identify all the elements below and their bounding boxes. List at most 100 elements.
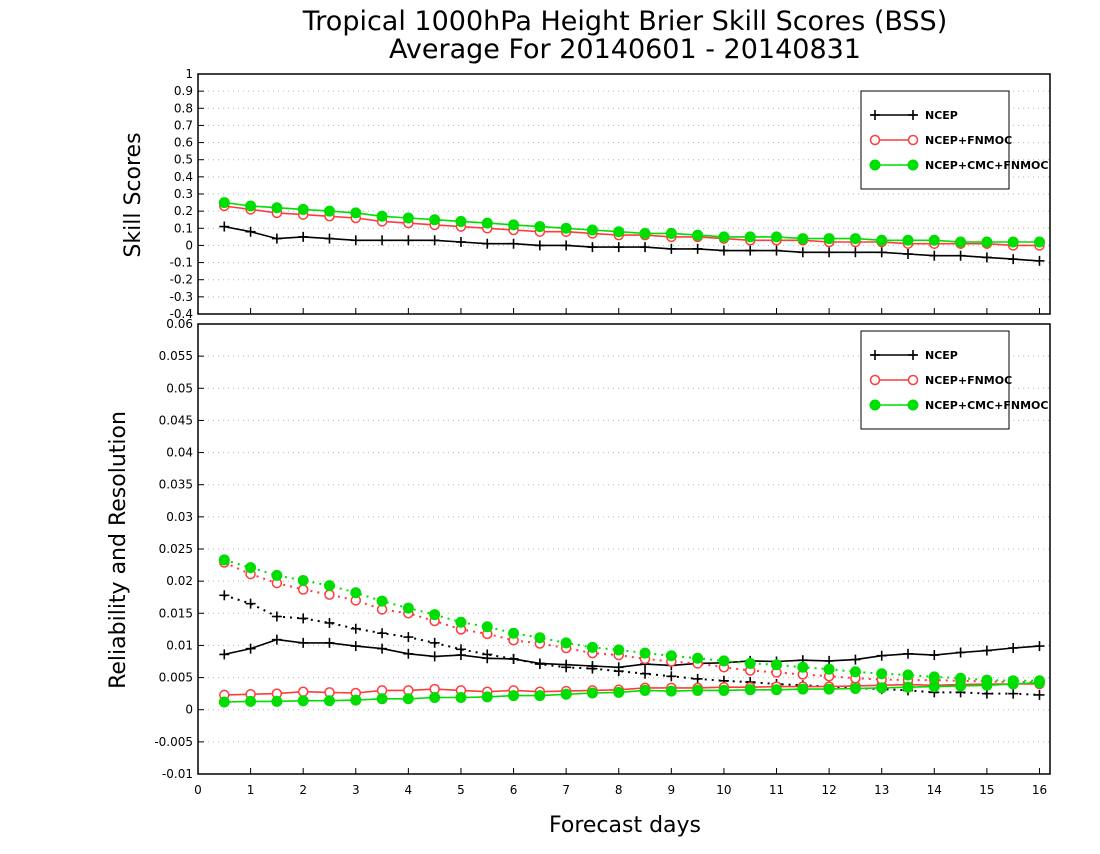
data-point-plus [271,233,282,244]
data-point-filled-circle [981,236,993,248]
data-point-plus [613,242,624,253]
x-tick-label: 1 [247,783,255,797]
chart-title-line1: Tropical 1000hPa Height Brier Skill Scor… [302,6,947,37]
y-tick-label: 0.035 [159,478,193,492]
legend-label: NCEP+FNMOC [925,374,1012,387]
data-point-plus [350,623,361,634]
data-point-plus [377,628,388,639]
data-point-filled-circle [876,682,888,694]
data-point-filled-circle [928,681,940,693]
data-point-filled-circle [907,159,919,171]
panel-top: 1 0.9 0.8 0.7 0.6 0.5 0.4 0.3 0.2 0.1 0 -0.1 -0.2 -0.… [170,67,1051,321]
data-point-plus [219,590,230,601]
data-point-filled-circle [613,226,625,238]
x-axis-title: Forecast days [549,813,701,838]
legend-label: NCEP [925,349,958,362]
data-point-filled-circle [692,652,704,664]
data-point-plus [534,240,545,251]
legend: NCEP NCEP+FNMOC NCEP+CMC+FNMOC [860,330,1048,430]
series-ncep-cmc-fnmoc-solid [218,197,1045,248]
data-point-filled-circle [744,657,756,669]
data-point-filled-circle [823,663,835,675]
data-point-filled-circle [797,661,809,673]
data-point-plus [692,243,703,254]
y-tick-label: -0.2 [170,273,193,287]
data-point-filled-circle [981,674,993,686]
data-point-filled-circle [218,554,230,566]
y-tick-label: 0.9 [174,84,193,98]
data-point-filled-circle [718,231,730,243]
data-point-plus [903,648,913,659]
data-point-plus [561,662,572,673]
y-tick-label: 0.025 [159,542,193,556]
data-point-plus [508,653,519,664]
data-point-plus [929,650,940,661]
data-point-plus [271,611,282,622]
data-point-filled-circle [876,668,888,680]
y-tick-label: 0.005 [159,671,193,685]
legend-label: NCEP [925,109,958,122]
data-point-filled-circle [245,562,257,574]
data-point-plus [271,634,282,645]
data-point-filled-circle [586,641,598,653]
x-tick-label: 4 [405,783,413,797]
y-tick-label: 0.5 [174,153,193,167]
y-tick-label: 0.045 [159,413,193,427]
data-point-filled-circle [876,234,888,246]
data-point-open-circle [297,584,309,595]
data-point-plus [245,643,256,654]
data-point-filled-circle [376,693,388,705]
data-point-filled-circle [245,695,257,707]
series-line [224,558,1040,682]
data-point-plus [429,637,440,648]
series-line [224,638,1040,669]
data-point-filled-circle [481,217,493,229]
data-point-filled-circle [1007,675,1019,687]
data-point-plus [377,235,388,246]
data-point-filled-circle [481,621,493,633]
data-point-filled-circle [586,224,598,236]
data-point-filled-circle [323,580,335,592]
data-point-plus [219,649,230,660]
data-point-filled-circle [350,207,362,219]
y-tick-label: 0.06 [166,317,193,331]
data-point-open-circle [324,589,335,600]
data-point-plus [298,231,309,242]
legend-label: NCEP+FNMOC [925,134,1012,147]
data-point-filled-circle [297,695,309,707]
bottom-y-axis-title: Reliability and Resolution [106,411,131,689]
y-tick-label: 0.6 [174,136,193,150]
data-point-filled-circle [402,693,414,705]
data-point-filled-circle [218,197,230,209]
data-point-filled-circle [534,221,546,233]
data-point-plus [666,671,677,682]
y-tick-label: -0.1 [170,256,193,270]
x-tick-label: 8 [615,783,623,797]
y-tick-label: -0.3 [170,290,193,304]
data-point-filled-circle [639,684,651,696]
data-point-plus [640,242,651,253]
data-point-plus [298,613,309,624]
data-point-plus [587,242,598,253]
data-point-filled-circle [297,575,309,586]
plot-frame [197,323,1051,775]
data-point-plus [245,598,256,609]
data-point-filled-circle [692,684,704,696]
data-point-plus [350,641,361,652]
data-point-filled-circle [429,214,441,226]
data-point-filled-circle [245,200,257,212]
data-point-plus [1034,255,1045,266]
data-point-filled-circle [271,695,283,707]
data-point-plus [508,238,519,249]
x-tick-label: 11 [769,783,784,797]
data-point-filled-circle [718,655,730,667]
data-point-plus [1034,641,1045,652]
data-point-plus [403,235,414,246]
data-point-filled-circle [665,650,677,662]
series-ncep-cmc-fnmoc-solid [218,677,1045,708]
data-point-plus [377,643,388,654]
data-point-filled-circle [823,233,835,245]
data-point-filled-circle [928,234,940,246]
